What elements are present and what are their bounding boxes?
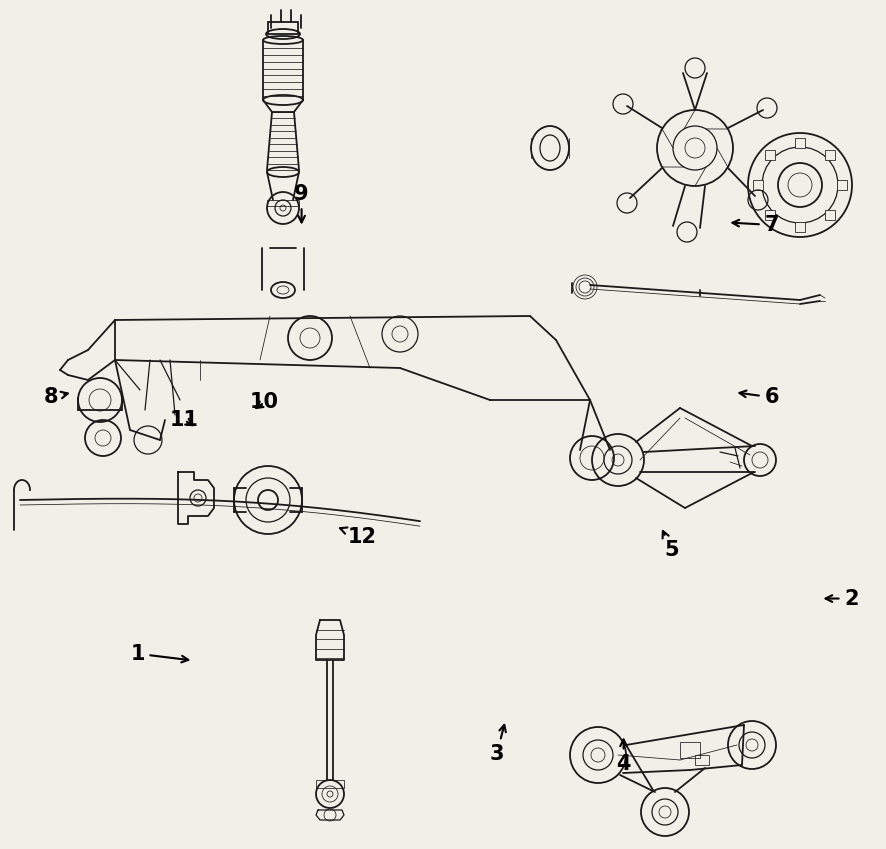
Text: 4: 4 [616, 739, 630, 774]
Text: 12: 12 [339, 526, 376, 547]
Bar [824, 210, 834, 220]
Text: 2: 2 [825, 588, 858, 609]
Bar [752, 180, 762, 190]
Bar [794, 138, 804, 148]
Text: 8: 8 [44, 387, 67, 408]
Text: 11: 11 [170, 410, 198, 430]
Text: 5: 5 [662, 531, 678, 560]
Bar [267, 200, 299, 206]
Bar [836, 180, 846, 190]
Text: 10: 10 [250, 392, 278, 413]
Text: 7: 7 [732, 215, 778, 235]
Text: 6: 6 [739, 387, 778, 408]
Text: 3: 3 [489, 725, 505, 764]
Bar [794, 222, 804, 232]
Bar [680, 742, 699, 758]
Bar [315, 780, 344, 788]
Bar [824, 150, 834, 160]
Bar [268, 22, 298, 34]
Bar [695, 755, 708, 765]
Bar [765, 150, 774, 160]
Bar [765, 210, 774, 220]
Text: 9: 9 [294, 183, 308, 222]
Text: 1: 1 [130, 644, 188, 664]
